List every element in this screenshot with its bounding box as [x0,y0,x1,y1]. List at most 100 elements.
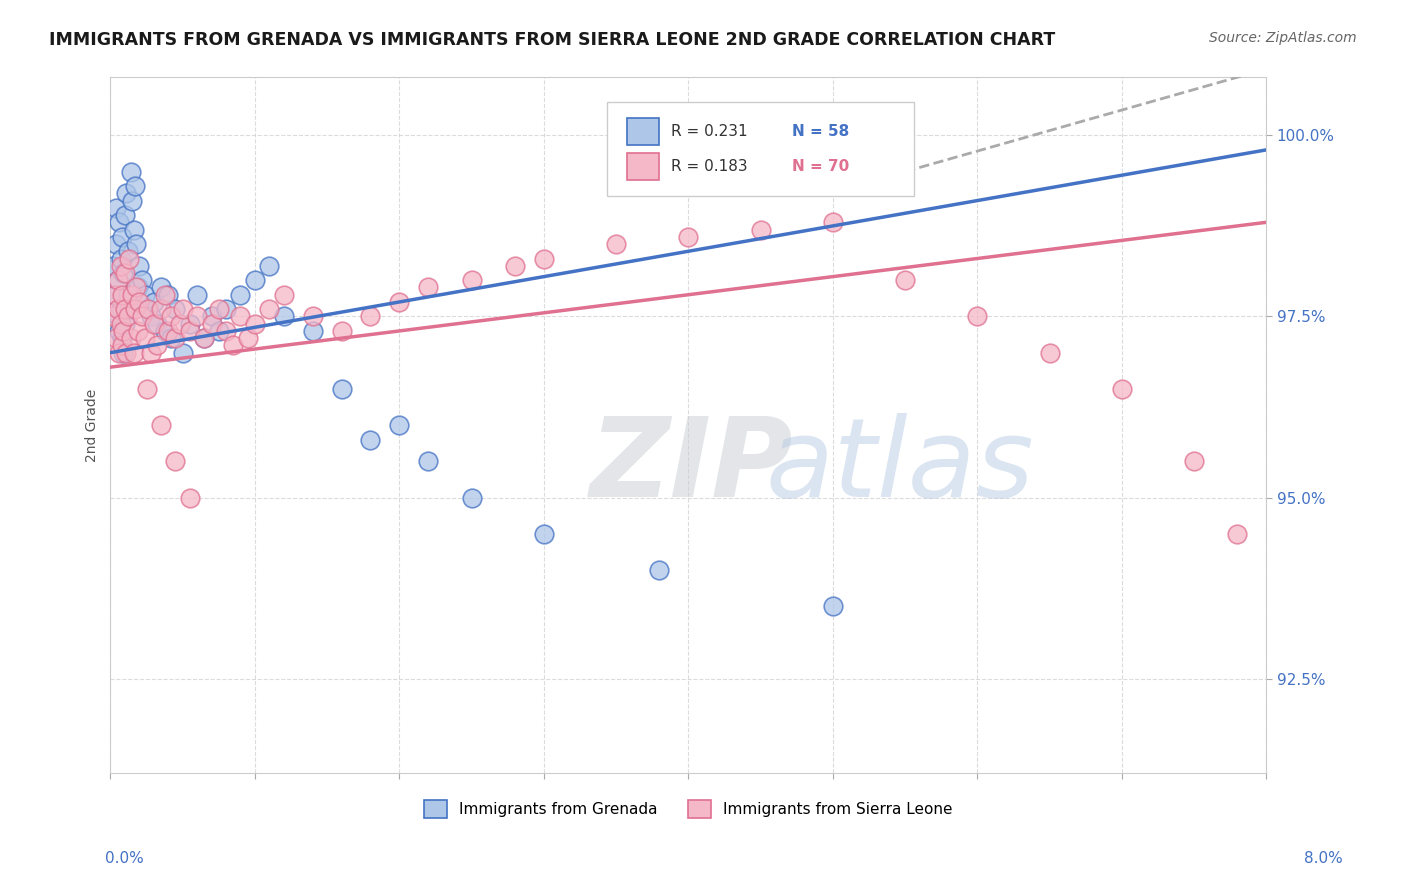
Point [533,252,555,266]
Point [169,317,191,331]
Point [115,345,138,359]
Point [112,324,135,338]
Point [503,259,526,273]
Point [200,310,222,324]
Point [105,201,128,215]
Point [125,280,148,294]
Point [117,287,139,301]
Point [112,266,135,280]
Point [894,273,917,287]
Text: N = 58: N = 58 [793,124,849,139]
Point [360,433,382,447]
Bar [627,119,659,145]
Point [127,324,149,338]
Point [145,317,167,331]
Point [135,382,157,396]
Point [114,317,136,331]
Point [122,222,145,236]
Point [236,331,259,345]
Bar [627,153,659,179]
Point [108,215,131,229]
Point [103,310,125,324]
Text: 8.0%: 8.0% [1303,852,1343,866]
Point [149,418,172,433]
Point [124,302,146,317]
Point [142,295,165,310]
Point [105,331,128,345]
Point [186,310,208,324]
Point [124,179,146,194]
Point [112,345,135,359]
Point [165,331,187,345]
Point [128,259,150,273]
Point [749,222,772,236]
Point [114,208,136,222]
Point [1182,454,1205,468]
Point [208,324,231,338]
Point [149,302,172,317]
Point [110,317,132,331]
Point [208,302,231,317]
Point [155,287,177,301]
Point [243,273,266,287]
Point [179,491,201,505]
Point [1226,526,1249,541]
Point [125,237,148,252]
Point [114,266,136,280]
Text: R = 0.231: R = 0.231 [671,124,748,139]
Text: IMMIGRANTS FROM GRENADA VS IMMIGRANTS FROM SIERRA LEONE 2ND GRADE CORRELATION CH: IMMIGRANTS FROM GRENADA VS IMMIGRANTS FR… [49,31,1056,49]
Point [118,252,141,266]
Point [157,324,180,338]
Point [179,324,201,338]
Point [388,295,411,310]
Y-axis label: 2nd Grade: 2nd Grade [86,388,100,462]
Legend: Immigrants from Grenada, Immigrants from Sierra Leone: Immigrants from Grenada, Immigrants from… [418,795,959,824]
Point [110,259,132,273]
Point [104,287,127,301]
Point [136,302,159,317]
Point [678,229,700,244]
Point [104,287,127,301]
Point [145,338,167,352]
Point [107,273,129,287]
Point [117,310,139,324]
Point [418,454,440,468]
Point [115,186,138,201]
Point [966,310,988,324]
Point [160,310,183,324]
Point [157,287,180,301]
Point [200,317,222,331]
Point [131,273,153,287]
Point [121,287,143,301]
Point [139,345,162,359]
Point [134,331,156,345]
Point [108,324,131,338]
Point [172,302,194,317]
Point [107,273,129,287]
FancyBboxPatch shape [607,102,914,195]
Point [179,317,201,331]
Point [142,317,165,331]
Point [193,331,215,345]
Point [128,295,150,310]
Point [360,310,382,324]
Point [418,280,440,294]
Point [134,287,156,301]
Point [118,302,141,317]
Point [821,599,844,614]
Point [108,345,131,359]
Point [165,302,187,317]
Point [388,418,411,433]
Point [111,229,134,244]
Point [111,331,134,345]
Point [111,338,134,352]
Point [1111,382,1133,396]
Point [330,324,353,338]
Point [605,237,627,252]
Text: R = 0.183: R = 0.183 [671,159,748,174]
Point [229,287,252,301]
Point [122,345,145,359]
Text: 0.0%: 0.0% [105,852,145,866]
Point [229,310,252,324]
Point [186,287,208,301]
